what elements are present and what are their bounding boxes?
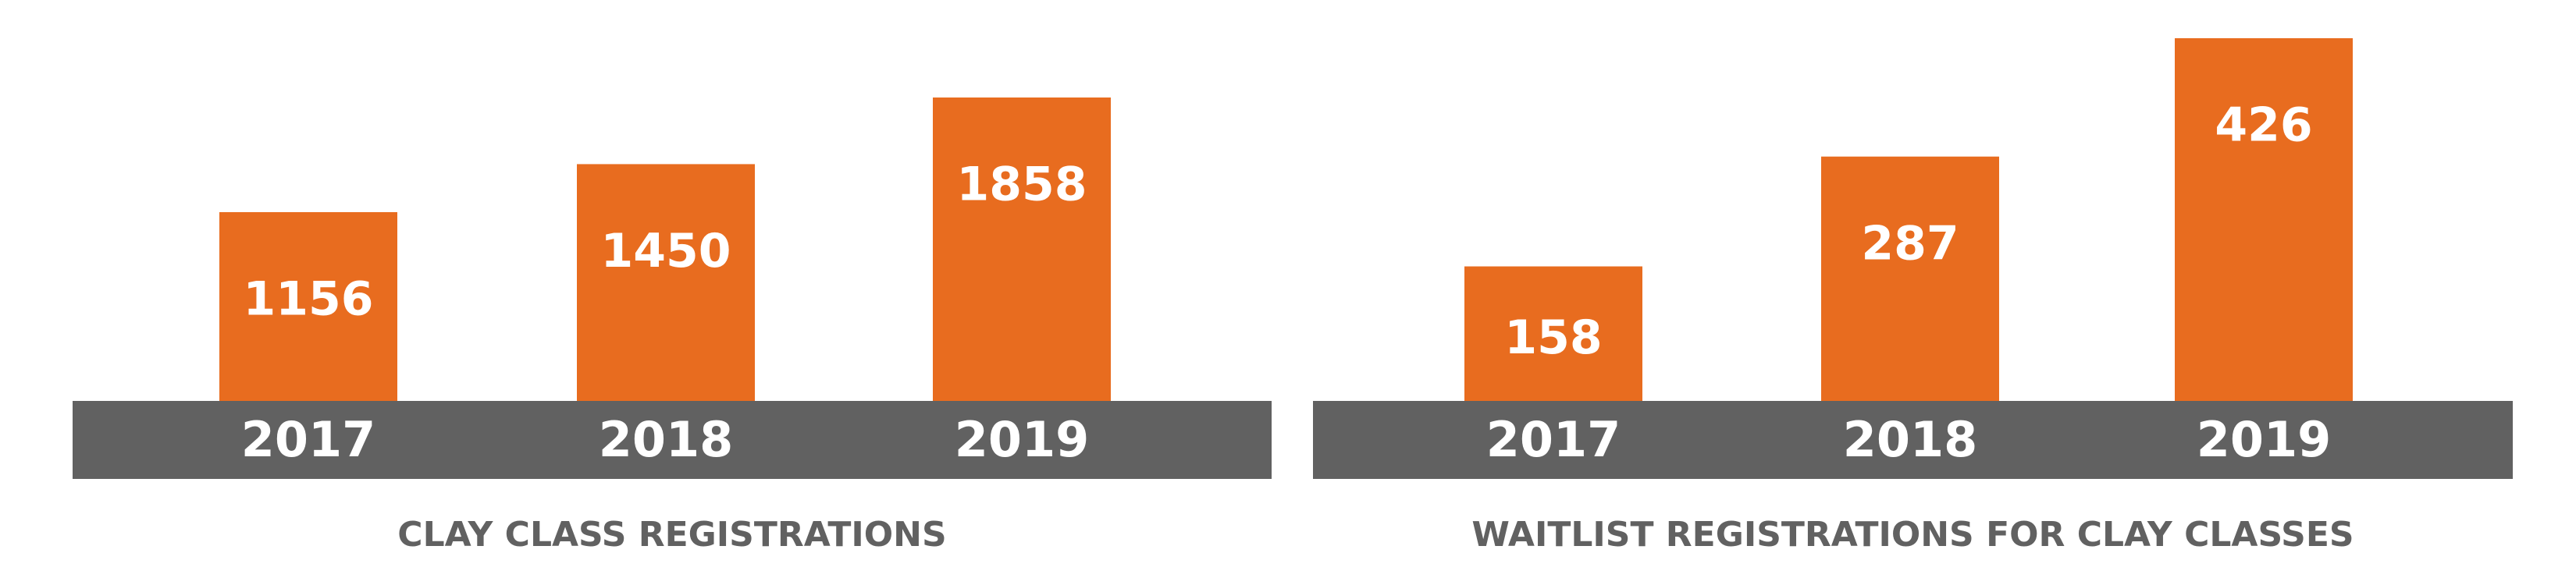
category-band (73, 401, 1272, 479)
x-tick-label: 2019 (955, 411, 1090, 468)
value-label: 287 (1861, 216, 1959, 271)
chart-title: WAITLIST REGISTRATIONS FOR CLAY CLASSES (1471, 515, 2354, 555)
x-tick-label: 2017 (241, 411, 376, 468)
value-label: 1858 (957, 158, 1087, 212)
bar (577, 164, 755, 401)
bar (933, 98, 1111, 401)
value-label: 1450 (601, 224, 731, 278)
bar (1821, 156, 1999, 402)
value-label: 158 (1504, 310, 1602, 365)
x-tick-label: 2018 (1843, 411, 1978, 468)
chart-title: CLAY CLASS REGISTRATIONS (397, 515, 946, 555)
x-tick-label: 2018 (599, 411, 734, 468)
x-tick-label: 2019 (2197, 411, 2332, 468)
value-label: 426 (2215, 98, 2312, 153)
bar (1464, 266, 1642, 401)
bar (2175, 38, 2353, 401)
x-tick-label: 2017 (1486, 411, 1621, 468)
bar (219, 211, 397, 401)
category-band (1313, 401, 2513, 479)
value-label: 1156 (244, 272, 374, 327)
